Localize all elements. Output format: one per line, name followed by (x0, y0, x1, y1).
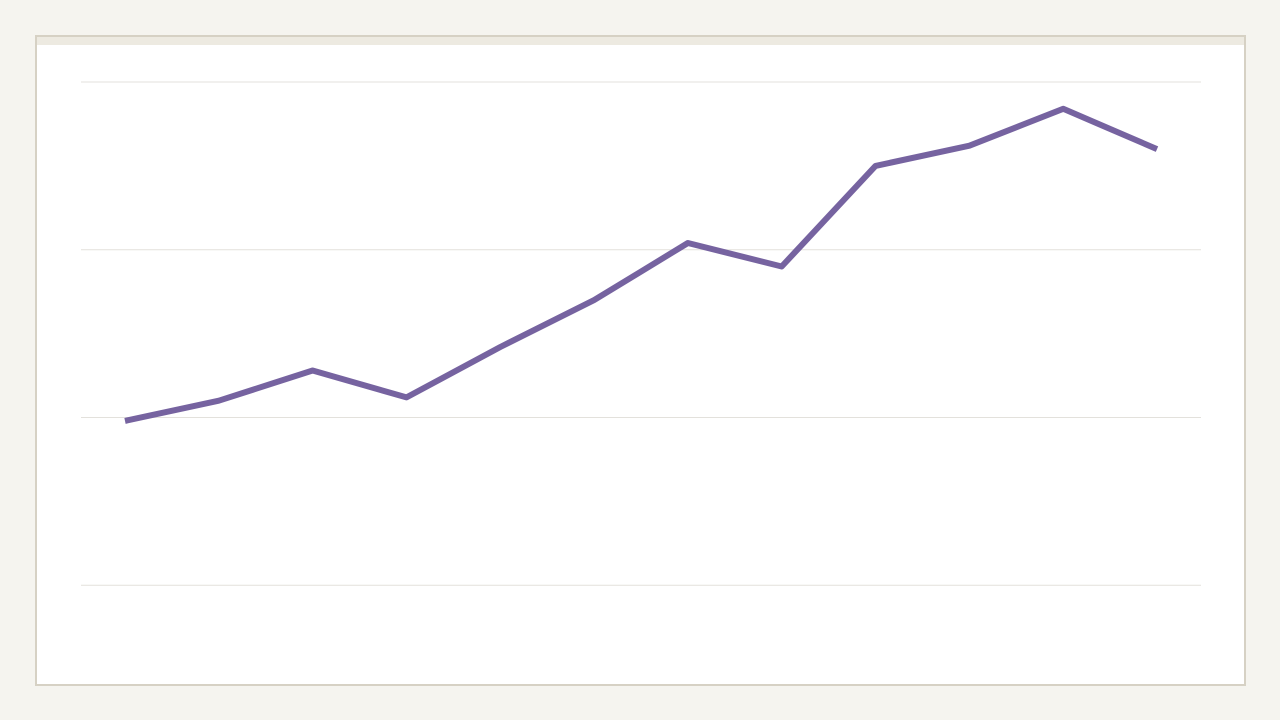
frame-top-band (37, 37, 1244, 45)
series-layer (124, 105, 1159, 424)
gridlines (81, 81, 1201, 586)
chart-frame (35, 35, 1246, 686)
line-chart (81, 81, 1201, 586)
series-line-0 (124, 105, 1159, 424)
